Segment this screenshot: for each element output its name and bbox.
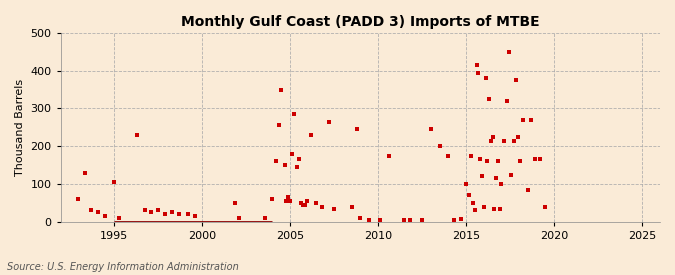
Point [292,165,302,169]
Point [296,201,306,205]
Point [504,50,515,54]
Point [159,212,170,216]
Point [502,99,512,103]
Point [274,123,285,128]
Point [73,197,84,201]
Point [434,144,445,148]
Point [166,210,177,214]
Point [482,159,493,164]
Point [153,208,163,213]
Point [461,182,472,186]
Point [499,138,510,143]
Point [323,119,334,124]
Point [131,133,142,137]
Point [275,87,286,92]
Point [529,157,540,162]
Point [311,201,322,205]
Point [316,204,327,209]
Point [260,216,271,220]
Point [281,199,292,203]
Point [514,159,525,164]
Point [306,133,317,137]
Point [494,206,505,211]
Point [293,157,304,162]
Point [506,172,516,177]
Point [399,218,410,222]
Point [468,201,479,205]
Point [456,216,466,221]
Point [485,138,496,143]
Point [287,152,298,156]
Point [145,210,156,214]
Point [364,218,375,222]
Point [85,208,96,213]
Point [479,204,489,209]
Point [491,176,502,180]
Point [271,159,281,164]
Point [425,127,436,131]
Point [92,210,103,214]
Y-axis label: Thousand Barrels: Thousand Barrels [15,79,25,176]
Point [284,199,295,203]
Point [346,204,357,209]
Point [475,157,485,162]
Point [526,118,537,122]
Point [267,197,277,201]
Point [473,70,484,75]
Point [416,218,427,222]
Point [540,204,551,209]
Text: Source: U.S. Energy Information Administration: Source: U.S. Energy Information Administ… [7,262,238,272]
Point [465,153,476,158]
Point [301,199,312,203]
Point [300,202,310,207]
Point [80,170,90,175]
Point [329,206,340,211]
Point [489,206,500,211]
Point [355,216,366,220]
Point [283,195,294,199]
Point [108,180,119,184]
Point [352,127,362,131]
Point [173,212,184,216]
Point [113,216,124,220]
Point [470,208,481,213]
Point [375,218,385,222]
Point [182,212,193,216]
Point [448,218,459,222]
Point [189,214,200,218]
Point [517,118,528,122]
Point [487,134,498,139]
Point [471,63,482,67]
Point [511,78,522,82]
Point [513,134,524,139]
Point [289,112,300,116]
Point [140,208,151,213]
Point [535,157,545,162]
Point [443,153,454,158]
Point [493,159,504,164]
Point [463,193,474,197]
Point [234,216,244,220]
Point [483,97,494,101]
Point [522,188,533,192]
Point [298,202,308,207]
Point [383,153,394,158]
Point [496,182,507,186]
Title: Monthly Gulf Coast (PADD 3) Imports of MTBE: Monthly Gulf Coast (PADD 3) Imports of M… [181,15,540,29]
Point [404,218,415,222]
Point [230,201,240,205]
Point [477,174,487,179]
Point [480,76,491,81]
Point [508,138,519,143]
Point [279,163,290,167]
Point [99,214,110,218]
